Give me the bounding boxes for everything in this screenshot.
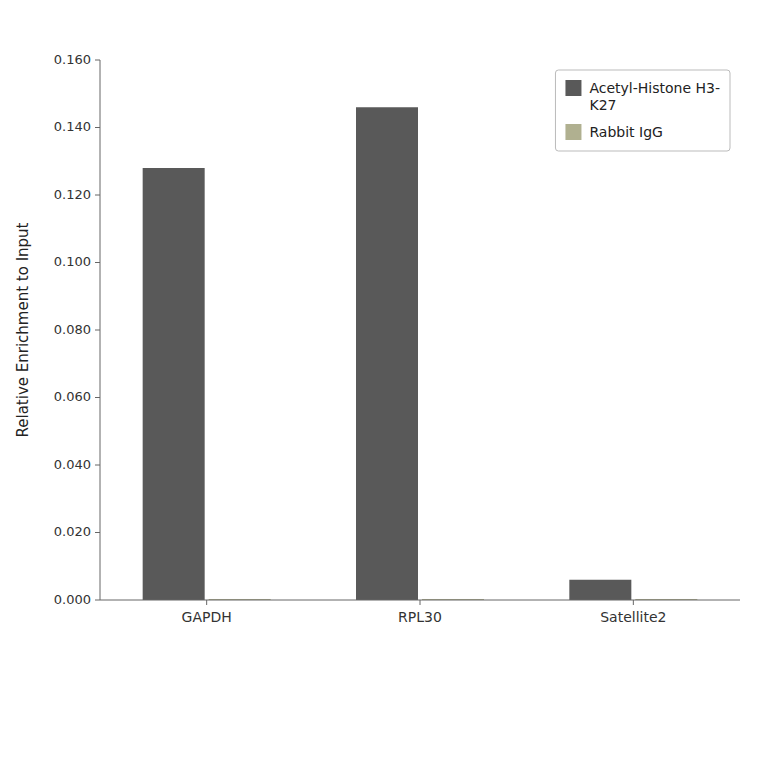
y-tick-label: 0.000 bbox=[54, 592, 91, 607]
y-tick bbox=[95, 465, 100, 466]
legend-frame bbox=[555, 70, 730, 151]
bar bbox=[143, 168, 205, 600]
y-tick bbox=[95, 600, 100, 601]
y-tick-label: 0.160 bbox=[54, 52, 91, 67]
y-tick-label: 0.140 bbox=[54, 119, 91, 134]
bars bbox=[143, 107, 698, 600]
y-axis-label: Relative Enrichment to Input bbox=[14, 222, 32, 437]
bar bbox=[356, 107, 418, 600]
legend-swatch bbox=[565, 124, 581, 140]
legend: Acetyl-Histone H3-K27 Rabbit IgG bbox=[555, 70, 730, 151]
x-tick-label: GAPDH bbox=[182, 609, 232, 625]
bar bbox=[569, 580, 631, 600]
y-axis-line bbox=[100, 60, 101, 600]
x-tick-label: RPL30 bbox=[398, 609, 442, 625]
y-tick-label: 0.100 bbox=[54, 254, 91, 269]
y-tick bbox=[95, 532, 100, 533]
y-tick bbox=[95, 195, 100, 196]
y-tick-label: 0.060 bbox=[54, 389, 91, 404]
y-tick bbox=[95, 262, 100, 263]
legend-swatch bbox=[565, 80, 581, 96]
y-tick bbox=[95, 127, 100, 128]
legend-label: Acetyl-Histone H3-K27 bbox=[589, 80, 720, 113]
x-tick bbox=[206, 600, 207, 605]
y-tick-label: 0.080 bbox=[54, 322, 91, 337]
x-tick-label: Satellite2 bbox=[600, 609, 666, 625]
y-tick bbox=[95, 397, 100, 398]
x-tick bbox=[420, 600, 421, 605]
y-tick bbox=[95, 330, 100, 331]
x-tick bbox=[633, 600, 634, 605]
y-tick-label: 0.120 bbox=[54, 187, 91, 202]
y-tick-label: 0.020 bbox=[54, 524, 91, 539]
y-tick-label: 0.040 bbox=[54, 457, 91, 472]
chart: 0.000 0.020 0.040 0.060 0.080 0.100 0.120 0.140… bbox=[0, 0, 764, 764]
legend-label: Rabbit IgG bbox=[589, 124, 662, 140]
y-tick bbox=[95, 60, 100, 61]
